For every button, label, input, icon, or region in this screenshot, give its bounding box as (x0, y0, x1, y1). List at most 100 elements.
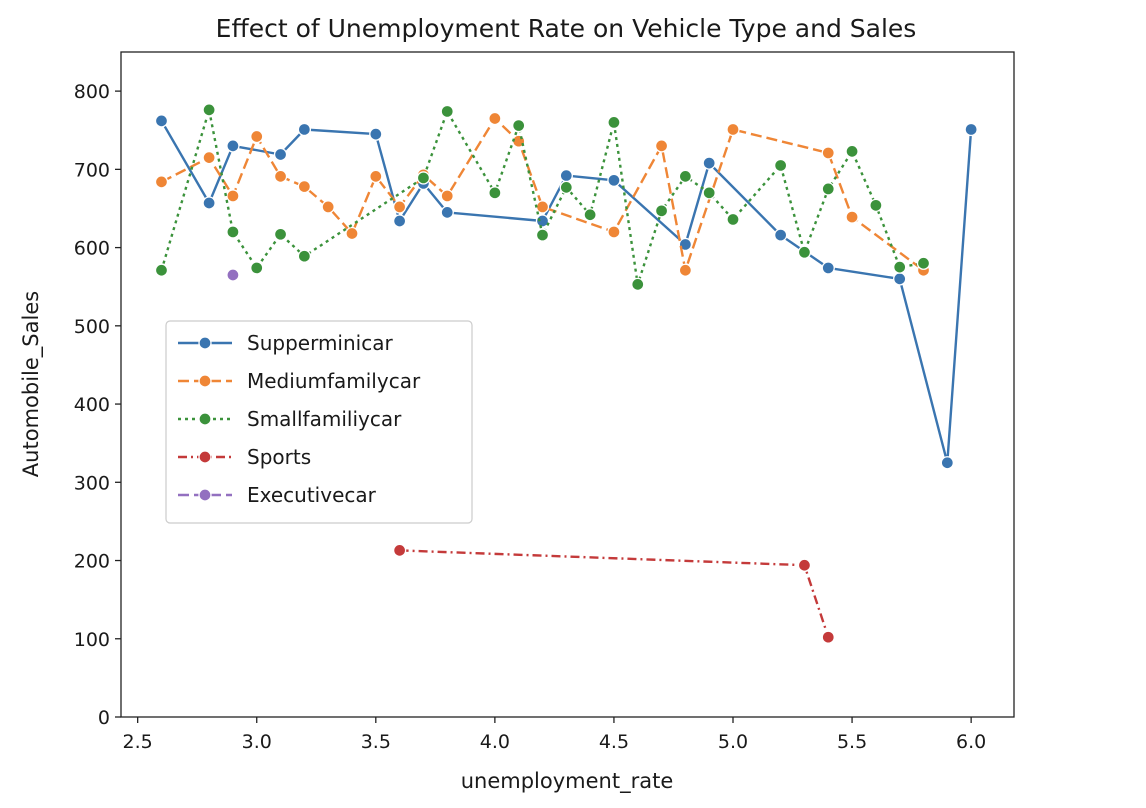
x-tick-label: 5.0 (718, 731, 748, 753)
data-point-executivecar (226, 268, 240, 282)
data-point-mediumfamilycar (726, 122, 740, 137)
data-point-mediumfamilycar (607, 225, 621, 239)
data-point-smallfamiliycar (512, 118, 526, 133)
data-point-smallfamiliycar (654, 204, 669, 218)
legend-marker-executivecar (198, 488, 212, 502)
data-point-sports (392, 543, 407, 558)
legend: Supperminicar Mediumfamilycar Smallfamiliy… (165, 320, 473, 524)
data-point-mediumfamilycar (488, 111, 502, 126)
data-point-smallfamiliycar (678, 169, 693, 184)
data-point-smallfamiliycar (250, 261, 264, 275)
x-tick-label: 3.0 (242, 731, 272, 753)
legend-label-mediumfamilycar: Mediumfamilycar (247, 369, 421, 393)
data-point-supperminicar (773, 228, 788, 242)
legend-label-supperminicar: Supperminicar (247, 331, 393, 355)
legend-marker-mediumfamilycar (198, 374, 212, 388)
legend-label-sports: Sports (247, 445, 311, 469)
data-point-smallfamiliycar (226, 225, 240, 239)
data-point-mediumfamilycar (392, 200, 407, 214)
y-tick-label: 600 (74, 238, 110, 260)
legend-marker-sports (198, 450, 212, 464)
data-point-smallfamiliycar (202, 103, 216, 117)
data-point-smallfamiliycar (631, 277, 645, 292)
data-point-supperminicar (702, 156, 716, 170)
data-point-smallfamiliycar (535, 228, 550, 242)
data-point-smallfamiliycar (416, 171, 431, 185)
x-tick-label: 5.5 (837, 731, 867, 753)
data-point-smallfamiliycar (845, 144, 859, 159)
x-tick-label: 6.0 (956, 731, 986, 753)
data-point-smallfamiliycar (297, 249, 312, 263)
data-point-mediumfamilycar (273, 169, 288, 184)
data-point-mediumfamilycar (654, 139, 669, 153)
data-point-supperminicar (607, 173, 621, 187)
y-tick-label: 400 (74, 394, 110, 416)
chart-title: Effect of Unemployment Rate on Vehicle T… (216, 14, 917, 43)
data-point-mediumfamilycar (345, 226, 359, 241)
data-point-smallfamiliycar (916, 256, 931, 270)
x-tick-label: 4.5 (599, 731, 629, 753)
data-point-supperminicar (440, 205, 454, 220)
data-point-mediumfamilycar (440, 189, 454, 203)
data-point-supperminicar (392, 214, 407, 228)
data-point-supperminicar (226, 139, 240, 153)
data-point-supperminicar (535, 214, 550, 228)
data-point-mediumfamilycar (369, 169, 383, 184)
data-point-supperminicar (297, 122, 312, 137)
y-tick-label: 200 (74, 551, 110, 573)
data-point-smallfamiliycar (559, 180, 573, 194)
data-point-smallfamiliycar (773, 158, 788, 173)
data-point-supperminicar (678, 237, 693, 252)
data-point-mediumfamilycar (321, 200, 335, 214)
data-point-mediumfamilycar (250, 129, 264, 144)
data-point-mediumfamilycar (821, 146, 835, 160)
x-axis-label: unemployment_rate (461, 769, 674, 794)
data-point-mediumfamilycar (535, 200, 550, 214)
y-tick-label: 500 (74, 316, 110, 338)
legend-box (165, 320, 473, 524)
data-point-supperminicar (369, 127, 383, 141)
data-point-supperminicar (273, 147, 288, 162)
y-tick-label: 0 (98, 707, 110, 729)
data-point-supperminicar (202, 196, 216, 210)
data-point-smallfamiliycar (797, 245, 812, 259)
data-point-supperminicar (964, 122, 978, 137)
series-layer (154, 103, 978, 644)
data-point-smallfamiliycar (440, 104, 454, 119)
y-tick-label: 300 (74, 472, 110, 494)
data-point-sports (797, 558, 812, 572)
y-tick-label: 700 (74, 159, 110, 181)
x-tick-label: 4.0 (480, 731, 510, 753)
data-point-smallfamiliycar (154, 263, 169, 277)
data-point-smallfamiliycar (821, 182, 835, 196)
axis-ticks: 2.5 3.0 3.5 4.0 4.5 5.0 5.5 6.0 0 100 200 300 400 500… (74, 81, 987, 753)
data-point-smallfamiliycar (607, 115, 621, 130)
data-point-sports (821, 630, 835, 644)
legend-marker-smallfamiliycar (198, 412, 212, 426)
data-point-mediumfamilycar (297, 179, 312, 194)
data-point-supperminicar (940, 456, 954, 470)
data-point-mediumfamilycar (202, 150, 216, 165)
data-point-mediumfamilycar (845, 210, 859, 224)
data-point-mediumfamilycar (678, 263, 693, 277)
data-point-smallfamiliycar (273, 227, 288, 241)
legend-label-smallfamiliycar: Smallfamiliycar (247, 407, 402, 431)
data-point-smallfamiliycar (488, 186, 502, 200)
series-line-mediumfamilycar (160, 117, 925, 272)
data-point-supperminicar (821, 261, 835, 275)
data-point-mediumfamilycar (226, 189, 240, 203)
data-point-smallfamiliycar (726, 212, 740, 227)
data-point-smallfamiliycar (583, 208, 597, 222)
x-tick-label: 3.5 (361, 731, 391, 753)
data-point-smallfamiliycar (869, 198, 883, 212)
y-axis-label: Automobile_Sales (19, 291, 44, 477)
legend-label-executivecar: Executivecar (247, 483, 377, 507)
data-point-supperminicar (893, 272, 907, 286)
series-line-smallfamiliycar (160, 108, 924, 286)
data-point-smallfamiliycar (702, 186, 716, 200)
data-point-supperminicar (559, 168, 573, 183)
data-point-supperminicar (154, 114, 169, 128)
legend-marker-supperminicar (198, 336, 212, 350)
data-point-mediumfamilycar (154, 175, 169, 189)
